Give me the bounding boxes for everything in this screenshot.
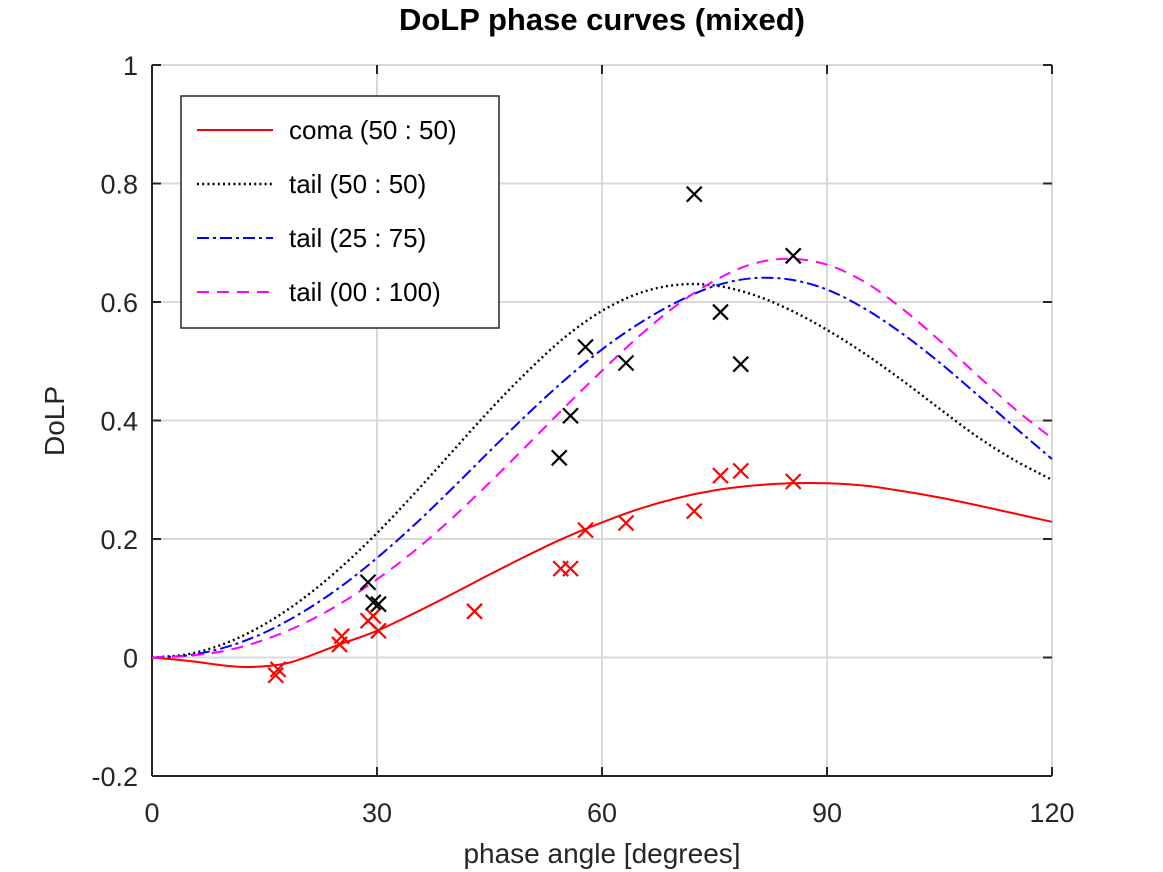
marker-0-3 — [333, 627, 351, 645]
marker-0-11 — [617, 514, 635, 532]
x-axis-label: phase angle [degrees] — [463, 838, 740, 869]
series-line-3 — [151, 257, 1053, 659]
series-line-1 — [151, 282, 1053, 659]
marker-0-13 — [712, 467, 729, 484]
marker-1-7 — [685, 185, 703, 203]
marker-1-3 — [550, 449, 568, 467]
marker-0-7 — [466, 603, 483, 620]
marker-1-0 — [359, 573, 377, 591]
legend-label-0: coma (50 : 50) — [289, 115, 457, 145]
marker-0-9 — [562, 560, 579, 577]
marker-0-12 — [685, 502, 703, 520]
x-tick-label: 90 — [812, 798, 842, 828]
marker-0-15 — [784, 473, 802, 490]
legend-label-1: tail (50 : 50) — [289, 169, 426, 199]
marker-1-5 — [577, 338, 594, 356]
x-tick-label: 120 — [1029, 798, 1074, 828]
y-tick-label: -0.2 — [91, 762, 138, 792]
marker-1-8 — [712, 303, 729, 321]
marker-1-4 — [562, 407, 579, 425]
legend-box — [180, 95, 500, 329]
legend-label-2: tail (25 : 75) — [289, 223, 426, 253]
y-tick-label: 0.4 — [100, 407, 138, 437]
marker-1-1 — [364, 594, 382, 611]
x-tick-label: 30 — [362, 798, 392, 828]
marker-0-14 — [732, 462, 750, 480]
data-markers — [267, 185, 802, 684]
y-tick-label: 0.2 — [100, 525, 138, 555]
x-tick-label: 0 — [144, 798, 159, 828]
y-tick-label: 1 — [123, 51, 138, 81]
marker-1-6 — [617, 354, 635, 372]
y-tick-label: 0 — [123, 644, 138, 674]
tick-labels: 0 30 60 90 120-0.200.20.40.60.81 — [91, 51, 1074, 828]
marker-1-2 — [370, 595, 387, 613]
y-axis-label: DoLP — [39, 386, 70, 456]
marker-0-10 — [577, 521, 594, 539]
marker-0-5 — [364, 607, 382, 625]
marker-0-6 — [370, 622, 387, 640]
marker-1-10 — [784, 247, 802, 265]
legend-label-3: tail (00 : 100) — [289, 277, 441, 307]
marker-0-1 — [269, 661, 287, 678]
x-tick-label: 60 — [587, 798, 617, 828]
legend: coma (50 : 50) tail (50 : 50) tail (25 : 7… — [180, 95, 500, 329]
series-line-2 — [151, 276, 1053, 659]
marker-1-9 — [732, 355, 750, 373]
y-tick-label: 0.6 — [100, 288, 138, 318]
marker-0-0 — [267, 666, 285, 684]
chart-title: DoLP phase curves (mixed) — [399, 2, 805, 37]
y-tick-label: 0.8 — [100, 170, 138, 200]
